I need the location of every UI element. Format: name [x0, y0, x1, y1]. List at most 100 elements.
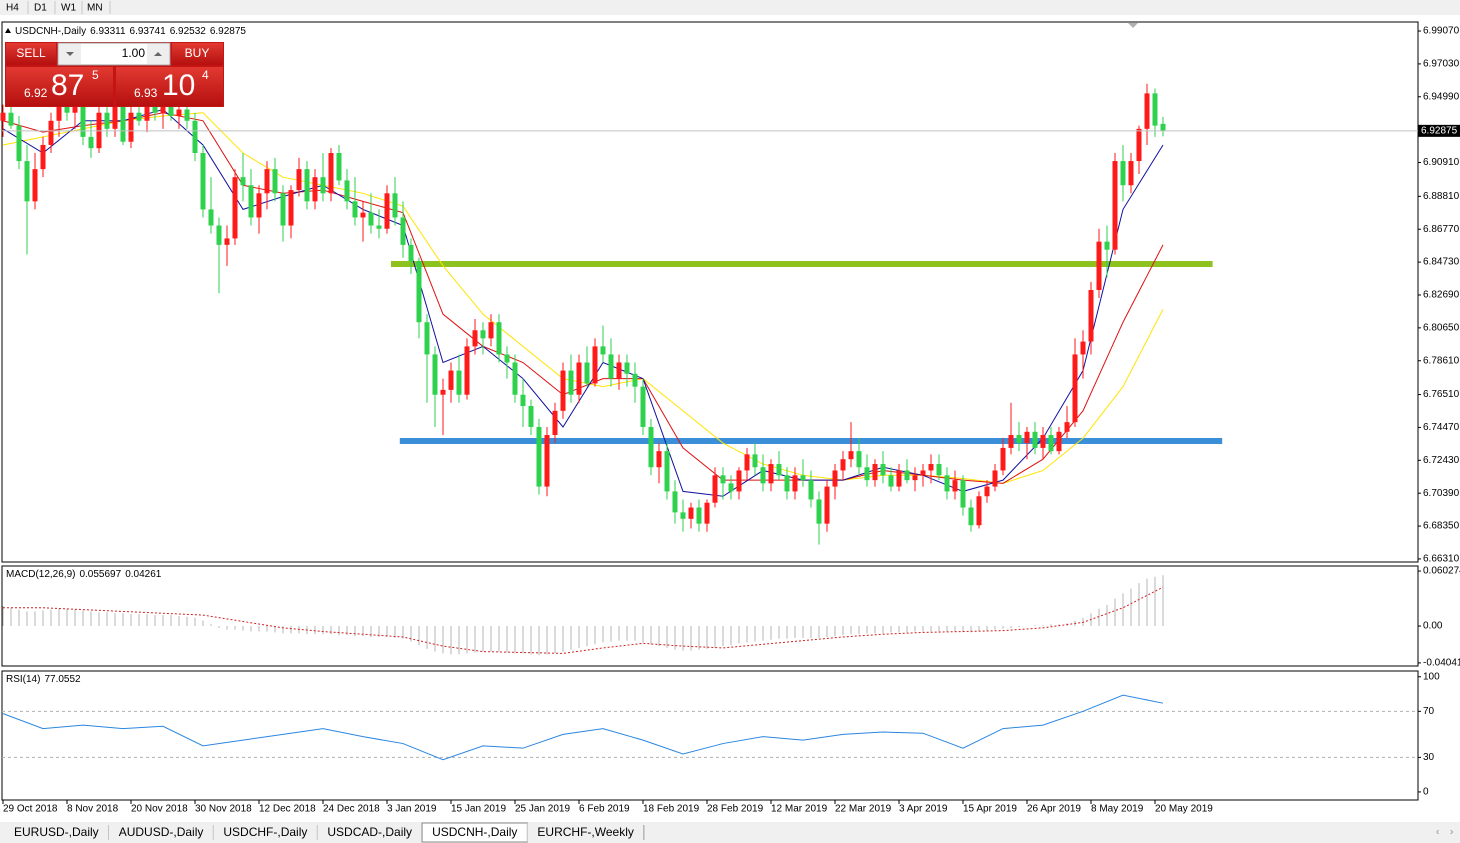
candle-body: [288, 190, 294, 226]
x-tick-label: 26 Apr 2019: [1027, 804, 1081, 815]
candle-body: [360, 212, 366, 218]
open: 6.93311: [90, 26, 126, 37]
candle-body: [248, 185, 254, 218]
sell-button[interactable]: [6, 43, 56, 65]
header-arrow: [5, 28, 11, 33]
timeframe-button[interactable]: D1: [34, 3, 47, 14]
rsi-header: RSI(14) 77.0552: [6, 674, 81, 685]
candle-body: [544, 435, 550, 487]
candle-body: [640, 386, 646, 427]
candle-body: [1128, 161, 1134, 186]
candle-body: [880, 464, 886, 476]
candle-body: [968, 507, 974, 526]
y-tick-label: 6.99070: [1423, 26, 1460, 37]
candle-body: [240, 177, 246, 186]
tab-label[interactable]: EURUSD-,Daily: [14, 825, 99, 839]
candle-body: [592, 346, 598, 384]
tab-label[interactable]: USDCNH-,Daily: [432, 825, 517, 839]
timeframe-button[interactable]: H4: [6, 3, 19, 14]
candle-body: [808, 480, 814, 500]
y-tick-label: 70: [1423, 706, 1435, 717]
x-tick-label: 3 Jan 2019: [387, 804, 437, 815]
buy-price-box[interactable]: [116, 67, 223, 106]
timeframe-button[interactable]: MN: [87, 3, 103, 14]
one-click-trading: SELL 1.00 BUY 6.92 87 5 6.93 10 4: [5, 42, 224, 107]
sell-price-box[interactable]: [6, 67, 113, 106]
candle-body: [744, 454, 750, 471]
candle-body: [656, 451, 662, 468]
tab-label[interactable]: USDCHF-,Daily: [223, 825, 307, 839]
candle-body: [432, 354, 438, 395]
tab[interactable]: [4, 823, 109, 842]
candle-body: [88, 136, 94, 149]
x-tick-label: 8 Nov 2018: [67, 804, 119, 815]
candle-body: [688, 507, 694, 519]
candle-body: [56, 104, 62, 121]
plot-layer: 6.99070 6.97030 6.94990 6.90910 6.88810 6.867…: [0, 26, 1460, 815]
candle-body: [944, 475, 950, 492]
tab-label[interactable]: EURCHF-,Weekly: [537, 825, 633, 839]
candle-body: [1000, 447, 1006, 471]
candle-body: [752, 454, 758, 468]
indicator-name: MACD(12,26,9): [6, 569, 75, 580]
candle-body: [224, 238, 230, 245]
timeframe-button[interactable]: W1: [61, 3, 76, 14]
x-tick-label: 12 Mar 2019: [771, 804, 828, 815]
y-tick-label: 6.86770: [1423, 224, 1460, 235]
tab[interactable]: [213, 823, 318, 842]
candle-body: [920, 470, 926, 476]
candle-body: [696, 507, 702, 524]
candle-body: [728, 483, 734, 492]
candle-body: [192, 120, 198, 154]
x-tick-label: 12 Dec 2018: [259, 804, 316, 815]
current-price-label: 6.92875: [1421, 125, 1458, 136]
sell-label[interactable]: SELL: [16, 46, 46, 60]
candle-body: [1152, 93, 1158, 126]
x-tick-label: 15 Jan 2019: [451, 804, 506, 815]
candle-body: [160, 104, 166, 113]
tab-label[interactable]: USDCAD-,Daily: [327, 825, 412, 839]
candle-body: [960, 480, 966, 508]
candle-body: [328, 153, 334, 194]
candle-body: [40, 144, 46, 170]
y-tick-label: 6.80650: [1423, 322, 1460, 333]
shift-marker[interactable]: [1128, 23, 1138, 28]
candle-body: [1032, 431, 1038, 448]
candle-body: [1040, 435, 1046, 448]
candle-body: [272, 169, 278, 194]
candle-body: [832, 470, 838, 487]
y-tick-label: 6.84730: [1423, 257, 1460, 268]
y-tick-label: 0: [1423, 787, 1429, 798]
candle-body: [616, 362, 622, 379]
buy-label[interactable]: BUY: [185, 46, 210, 60]
up-arrow: [154, 52, 162, 56]
tab[interactable]: [108, 823, 214, 842]
candle-body: [776, 464, 782, 476]
main-panel-frame: [1, 21, 1419, 563]
candle-body: [264, 169, 270, 194]
candle-body: [520, 394, 526, 407]
candle-body: [24, 161, 30, 202]
x-tick-label: 3 Apr 2019: [899, 804, 948, 815]
tab[interactable]: [527, 823, 644, 842]
candle-body: [952, 480, 958, 492]
y-tick-label: 6.74470: [1423, 422, 1460, 433]
candle-body: [1112, 161, 1118, 250]
moving-average: [2, 112, 1164, 484]
candle-body: [456, 370, 462, 395]
y-tick-label: 6.70390: [1423, 488, 1460, 499]
volume-input[interactable]: [57, 42, 171, 66]
tab[interactable]: [317, 823, 423, 842]
candle-body: [344, 180, 350, 202]
candle-body: [912, 475, 918, 481]
volume-value[interactable]: 1.00: [122, 46, 146, 60]
candle-body: [904, 470, 910, 481]
tab-label[interactable]: AUDUSD-,Daily: [119, 825, 204, 839]
scroll-right[interactable]: ›: [1450, 827, 1453, 838]
buy-button[interactable]: [172, 43, 223, 65]
candle-body: [608, 354, 614, 379]
candle-body: [488, 322, 494, 339]
candle-body: [632, 373, 638, 387]
scroll-left[interactable]: ‹: [1436, 827, 1439, 838]
